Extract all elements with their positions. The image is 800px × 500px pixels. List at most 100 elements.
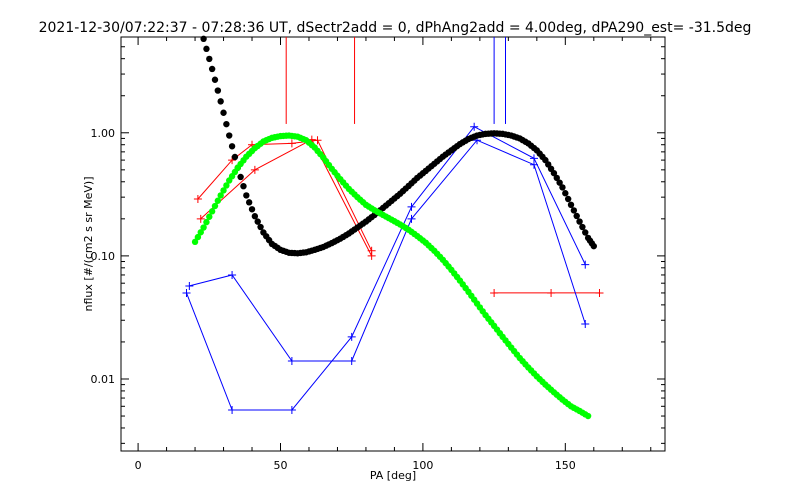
series-5-fill-38-2: [530, 144, 538, 152]
series-1-line: [200, 138, 373, 257]
series-6-fill-0-2: [197, 229, 204, 236]
series-5-fill-33-2: [488, 130, 495, 137]
series-6: [191, 132, 592, 420]
series-5-point-44: [576, 218, 583, 225]
series-6-point-0: [191, 238, 199, 246]
series-6-fill-38-2: [522, 361, 529, 368]
series-5-fill-13-2: [317, 244, 324, 252]
series-6-fill-37-2: [513, 351, 521, 358]
x-tick-label-3: 150: [555, 459, 576, 472]
series-6-fill-1-2: [206, 213, 213, 220]
series-5-fill-35-2: [505, 131, 512, 139]
series-5-fill-30-2: [462, 137, 469, 144]
series-6-point-1: [200, 224, 207, 231]
series-0-point-3: [287, 139, 296, 148]
series-6-fill-7-2: [257, 140, 264, 147]
series-6-fill-21-2: [376, 210, 384, 217]
x-tick-label-1: 50: [273, 459, 287, 472]
series-5-fill-6-2: [257, 223, 264, 231]
series-6-fill-42-2: [556, 393, 563, 401]
series-5-fill-0-2: [206, 55, 213, 63]
series-6-fill-20-2: [368, 205, 375, 212]
series-6-fill-3-1: [220, 187, 227, 194]
series-5-fill-26-2: [428, 162, 435, 170]
series-6-fill-3-2: [223, 182, 230, 189]
x-tick-label-2: 100: [412, 459, 433, 472]
series-6-fill-18-2: [351, 191, 358, 198]
series-5-fill-21-2: [385, 200, 392, 207]
y-axis-label: nflux [#/(cm2 s sr MeV)]: [82, 177, 95, 312]
series-5-point-3: [226, 132, 233, 139]
series-5-fill-36-2: [513, 134, 521, 141]
series-5-fill-17-2: [351, 226, 358, 233]
series-6-fill-34-2: [488, 319, 495, 326]
y-tick-label-0: 0.01: [91, 373, 116, 386]
series-5-fill-8-2: [274, 244, 281, 252]
series-6-fill-2-1: [211, 202, 219, 210]
series-5-fill-41-1: [553, 174, 560, 182]
series-0-point-4: [313, 136, 322, 145]
series-6-fill-45-2: [582, 411, 589, 418]
series-5-fill-27-2: [436, 155, 444, 163]
series-6-fill-28-2: [436, 253, 444, 260]
series-5-fill-28-2: [445, 149, 452, 156]
series-5-fill-16-2: [342, 232, 350, 239]
series-5-fill-45-2: [588, 240, 596, 247]
series-5-fill-24-2: [411, 177, 418, 184]
series-5-point-0: [200, 35, 207, 43]
series-5-point-6: [251, 213, 259, 220]
series-6-fill-31-2: [462, 284, 469, 292]
series-2-point-1: [547, 288, 556, 297]
series-6-fill-10-2: [282, 132, 290, 139]
series-6-fill-16-2: [334, 172, 341, 179]
series-3-point-0: [185, 281, 194, 290]
series-5-fill-43-2: [573, 212, 580, 220]
series-5-fill-37-2: [522, 138, 529, 145]
series-5-fill-4-2: [240, 182, 247, 190]
series-1-point-0: [196, 214, 205, 223]
series-5-fill-2-2: [223, 120, 230, 128]
series-6-fill-29-2: [445, 263, 452, 270]
series-5-fill-18-2: [359, 220, 367, 227]
series-6-fill-14-2: [317, 150, 324, 158]
series-5-point-1: [208, 65, 216, 73]
series-6-fill-39-2: [530, 370, 538, 377]
series-5-fill-11-2: [300, 249, 307, 256]
series-5-fill-42-1: [562, 190, 569, 197]
series-2-point-2: [595, 288, 604, 297]
series-5-fill-44-1: [579, 223, 586, 231]
series-5-fill-31-2: [470, 133, 478, 140]
series-6-fill-17-2: [342, 182, 350, 189]
series-5-fill-25-2: [419, 170, 427, 177]
series-4-point-2: [287, 405, 296, 414]
series-6-fill-6-2: [248, 147, 256, 155]
series-6-point-2: [208, 208, 216, 215]
axes-layer: 0 50 100 150 0.01 0.10 1.00: [91, 36, 665, 472]
series-6-fill-1-1: [203, 218, 210, 226]
series-6-fill-15-2: [325, 161, 333, 169]
series-6-fill-11-2: [291, 133, 298, 140]
series-3-point-4: [407, 214, 416, 223]
y-tick-label-2: 1.00: [91, 127, 116, 140]
series-5-point-42: [559, 184, 566, 191]
series-5-fill-7-2: [265, 236, 273, 244]
series-5-fill-1-2: [214, 87, 222, 94]
series-5-fill-6-1: [254, 218, 261, 225]
series-5-fill-3-1: [228, 143, 236, 150]
series-6-fill-25-2: [411, 230, 418, 238]
series-4-point-1: [228, 405, 237, 414]
series-6-fill-32-2: [470, 296, 478, 303]
series-5-fill-19-2: [368, 213, 375, 221]
series-5-fill-23-2: [402, 185, 410, 192]
series-6-fill-41-2: [547, 386, 555, 393]
series-6-fill-12-2: [300, 135, 307, 143]
series-5-fill-0-1: [203, 45, 210, 53]
series-6-fill-44-2: [573, 406, 580, 413]
series-5-fill-14-2: [325, 241, 333, 248]
series-5-fill-32-2: [479, 131, 486, 138]
series-1-point-3: [367, 251, 376, 260]
series-5-fill-44-2: [582, 229, 589, 236]
x-axis-label: PA [deg]: [370, 469, 416, 482]
series-5-fill-42-2: [564, 195, 572, 203]
series-4-point-7: [581, 260, 590, 269]
